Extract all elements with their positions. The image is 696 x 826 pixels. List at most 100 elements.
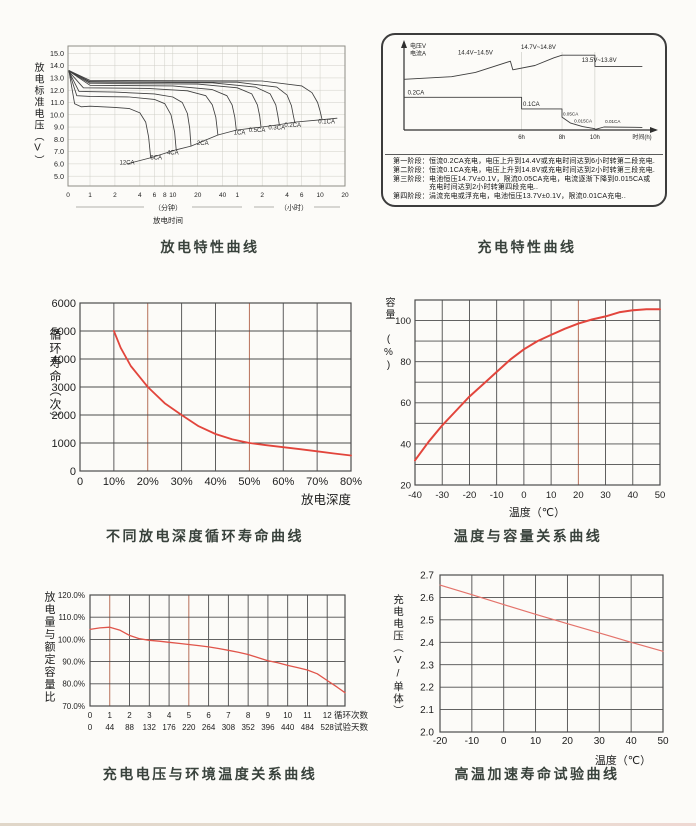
- svg-text:0: 0: [70, 466, 76, 478]
- charge-stage-line: 第三阶段：电池恒压14.7V±0.1V，限流0.05CA充电，电流逐渐下降到0.…: [393, 175, 651, 183]
- svg-text:6: 6: [300, 192, 304, 199]
- charge-stage-line: 第一阶段：恒流0.2CA充电，电压上升到14.4V或充电时间达到6小时转第二段充…: [393, 158, 655, 165]
- charge-voltage-vs-temperature-chart: -20 -10 0 10 20 30 40 50 2.0 2.1 2.2 2.3 2.4 2.5 2.6 2.…: [420, 571, 669, 767]
- svg-text:30: 30: [594, 736, 606, 747]
- svg-text:14.4V~14.5V: 14.4V~14.5V: [458, 50, 493, 56]
- svg-text:50%: 50%: [238, 476, 260, 488]
- svg-text:2000: 2000: [52, 410, 76, 422]
- caption-discharge-chart: 放电特性曲线: [160, 239, 260, 255]
- svg-text:40: 40: [400, 439, 411, 450]
- svg-text:4: 4: [138, 192, 142, 199]
- svg-text:10: 10: [530, 736, 542, 747]
- svg-text:20: 20: [400, 480, 411, 491]
- svg-text:0.3CA: 0.3CA: [268, 126, 285, 132]
- y-axis-label-discharge-voltage: 放电标准电压（V）: [32, 62, 43, 167]
- svg-text:40: 40: [219, 192, 227, 199]
- svg-text:7: 7: [226, 711, 231, 720]
- svg-text:0: 0: [521, 490, 526, 501]
- svg-text:电压V: 电压V: [410, 42, 426, 50]
- svg-text:30%: 30%: [171, 476, 193, 488]
- svg-text:0: 0: [66, 192, 70, 199]
- svg-text:2.5: 2.5: [420, 615, 434, 626]
- svg-text:4000: 4000: [52, 354, 76, 366]
- svg-text:6000: 6000: [52, 298, 76, 310]
- svg-text:2.4: 2.4: [420, 638, 434, 649]
- svg-text:0.1CA: 0.1CA: [523, 102, 540, 108]
- svg-text:10.0: 10.0: [50, 110, 64, 119]
- charge-characteristics-panel: 电压V 电流A 6h 8h 10h 时间(h) 14.4V~14.5V 14.7V~14.8V…: [381, 33, 667, 207]
- svg-text:13.5V~13.8V: 13.5V~13.8V: [582, 58, 617, 64]
- svg-text:0: 0: [77, 476, 83, 488]
- svg-text:50: 50: [655, 490, 666, 501]
- svg-text:6.0: 6.0: [54, 159, 64, 168]
- svg-text:0: 0: [88, 723, 93, 732]
- svg-text:10: 10: [283, 711, 292, 720]
- svg-text:6: 6: [206, 711, 211, 720]
- svg-text:220: 220: [182, 723, 196, 732]
- y-axis-label-charge-voltage: 充电电压（V/单体）: [392, 594, 404, 717]
- svg-text:3000: 3000: [52, 382, 76, 394]
- discharge-characteristics-chart: 5.0 6.0 7.0 8.0 9.0 10.0 11.0 12.0 13.0 14.0 15.0 0…: [50, 45, 349, 225]
- svg-text:20%: 20%: [137, 476, 159, 488]
- caption-charge-chart: 充电特性曲线: [477, 239, 577, 255]
- svg-text:50: 50: [657, 736, 669, 747]
- svg-text:14.7V~14.8V: 14.7V~14.8V: [521, 45, 556, 51]
- caption-charge-voltage-ambient-chart: 充电电压与环境温度关系曲线: [102, 766, 318, 782]
- svg-text:0: 0: [501, 736, 507, 747]
- svg-text:12.0: 12.0: [50, 86, 64, 95]
- svg-text:12: 12: [323, 711, 332, 720]
- svg-text:2.7: 2.7: [420, 571, 434, 582]
- caption-high-temp-life-chart: 高温加速寿命试验曲线: [454, 766, 620, 782]
- svg-text:80%: 80%: [340, 476, 362, 488]
- svg-text:20: 20: [194, 192, 202, 199]
- caption-cycle-life-chart: 不同放电深度循环寿命曲线: [106, 528, 304, 544]
- svg-text:12CA: 12CA: [120, 161, 135, 167]
- svg-text:放电深度: 放电深度: [301, 492, 352, 507]
- svg-text:4: 4: [167, 711, 172, 720]
- svg-text:20: 20: [562, 736, 574, 747]
- svg-text:10: 10: [169, 192, 177, 199]
- svg-text:试验天数: 试验天数: [334, 722, 369, 732]
- svg-text:8h: 8h: [559, 135, 566, 141]
- svg-text:176: 176: [162, 723, 176, 732]
- svg-text:88: 88: [125, 723, 134, 732]
- charge-stage-notes: 第一阶段：恒流0.2CA充电，电压上升到14.4V或充电时间达到6小时转第二段充…: [385, 154, 663, 202]
- svg-text:100.0%: 100.0%: [58, 635, 85, 644]
- svg-text:132: 132: [143, 723, 157, 732]
- svg-text:484: 484: [301, 723, 315, 732]
- capacity-vs-temperature-chart: -40 -30 -20 -10 0 10 20 30 40 50 20 40 60 80 100 温度（℃）: [395, 299, 666, 519]
- svg-text:10%: 10%: [103, 476, 125, 488]
- svg-text:0.015CA: 0.015CA: [574, 118, 593, 123]
- charge-stage-line: 第四阶段：涓流充电或浮充电，电池恒压13.7V±0.1V，限流0.01CA充电.…: [393, 193, 626, 201]
- svg-text:温度（℃）: 温度（℃）: [509, 505, 565, 519]
- y-axis-label-capacity-ratio: 放电量与额定容量比: [43, 591, 55, 704]
- svg-text:10h: 10h: [590, 135, 600, 141]
- svg-text:40%: 40%: [204, 476, 226, 488]
- svg-text:10: 10: [316, 192, 324, 199]
- svg-text:14.0: 14.0: [50, 61, 64, 70]
- svg-text:13.0: 13.0: [50, 74, 64, 83]
- capacity-retention-vs-cycles-chart: 0 1 2 3 4 5 6 7 8 9 10 11 1270.0%80.0%90.0%100.0%110…: [58, 591, 369, 732]
- svg-text:0.2CA: 0.2CA: [284, 123, 301, 129]
- svg-text:5: 5: [187, 711, 192, 720]
- svg-text:1: 1: [108, 711, 113, 720]
- svg-text:1000: 1000: [52, 438, 76, 450]
- svg-text:0.05CA: 0.05CA: [563, 111, 579, 116]
- svg-text:0.01CA: 0.01CA: [605, 119, 621, 124]
- svg-text:0.1CA: 0.1CA: [318, 119, 335, 125]
- y-axis-label-capacity: 容量 (%): [383, 297, 394, 373]
- svg-text:100: 100: [395, 316, 411, 327]
- svg-text:电流A: 电流A: [410, 50, 426, 58]
- svg-text:528: 528: [321, 723, 335, 732]
- svg-text:4CA: 4CA: [167, 151, 179, 157]
- svg-text:-30: -30: [435, 490, 449, 501]
- svg-text:60%: 60%: [272, 476, 294, 488]
- svg-text:110.0%: 110.0%: [58, 613, 85, 622]
- svg-text:6CA: 6CA: [150, 156, 162, 162]
- svg-text:11: 11: [303, 711, 312, 720]
- charge-stage-line: 第二阶段：恒流0.1CA充电，电压上升到14.8V或充电时间达到2小时转第三段充…: [393, 166, 655, 174]
- svg-text:120.0%: 120.0%: [58, 591, 85, 600]
- svg-text:2.3: 2.3: [420, 660, 434, 671]
- svg-text:8.0: 8.0: [54, 135, 64, 144]
